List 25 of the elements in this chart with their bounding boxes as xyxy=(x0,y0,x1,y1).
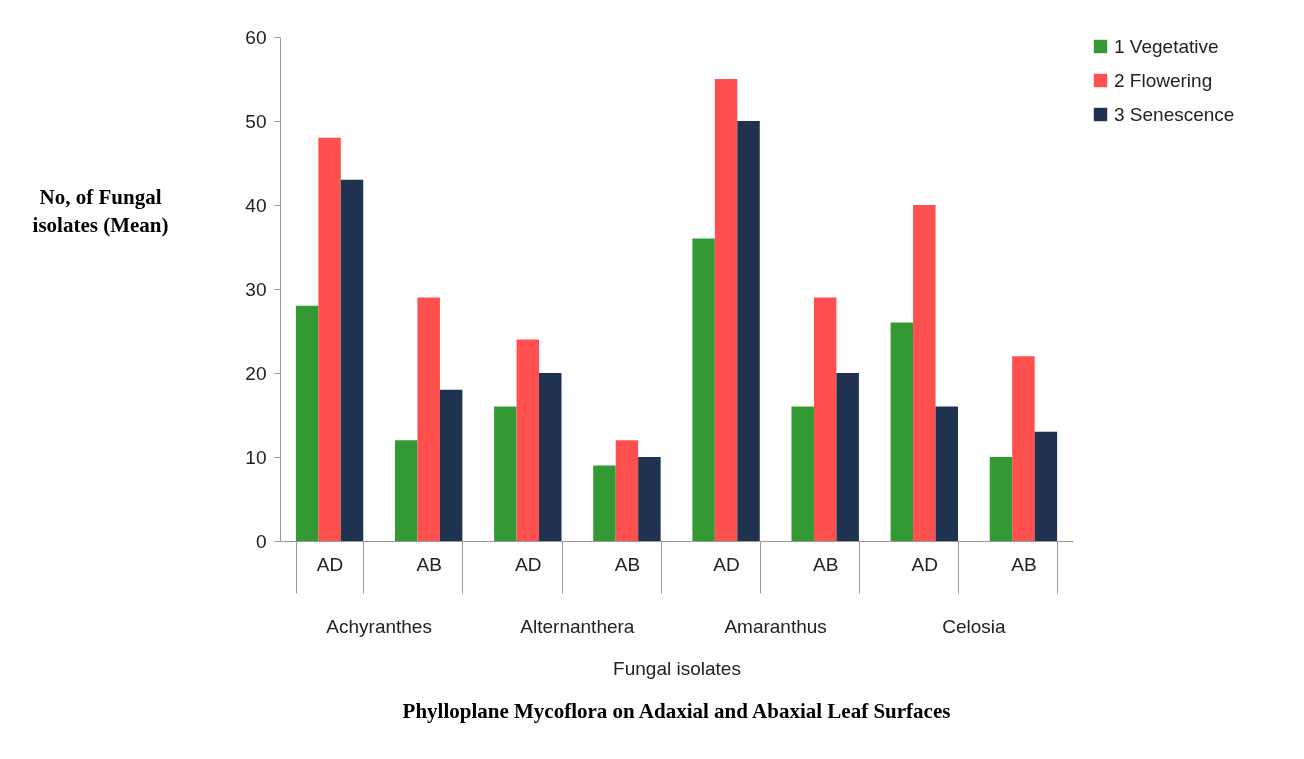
text: Phylloplane Mycoflora on Adaxial and Abaxial Leaf Surfaces xyxy=(402,698,951,723)
y-tick-label: 60 xyxy=(245,26,267,48)
x-tick-label: AD xyxy=(911,553,939,575)
legend-label: 2 Flowering xyxy=(1114,69,1213,91)
y-tick-label: 20 xyxy=(245,362,267,384)
y-tick-label: 50 xyxy=(245,110,267,132)
x-tick-label: AB xyxy=(813,553,839,575)
x-tick-label: AB xyxy=(614,553,641,575)
legend-label: 1 Vegetative xyxy=(1114,35,1219,57)
legend-label: 3 Senescence xyxy=(1114,103,1235,125)
x-axis-title: Fungal isolates xyxy=(613,658,741,679)
y-tick-label: 30 xyxy=(245,278,267,300)
x-tick-label: AB xyxy=(416,553,442,575)
x-tick-label: AB xyxy=(1011,553,1037,575)
y-axis-title: No, of Fungal isolates (Mean) xyxy=(32,184,169,237)
x-tick-label: AD xyxy=(316,553,344,575)
text: Alternanthera xyxy=(520,616,635,637)
x-tick-label: AD xyxy=(515,553,542,575)
text: Achyranthes xyxy=(326,616,432,637)
text: Celosia xyxy=(942,616,1006,637)
y-tick-label: 40 xyxy=(245,194,267,216)
x-tick-label: AD xyxy=(713,553,740,575)
text: Amaranthus xyxy=(724,616,827,637)
y-tick-label: 10 xyxy=(245,446,267,468)
y-tick-label: 0 xyxy=(255,530,267,552)
